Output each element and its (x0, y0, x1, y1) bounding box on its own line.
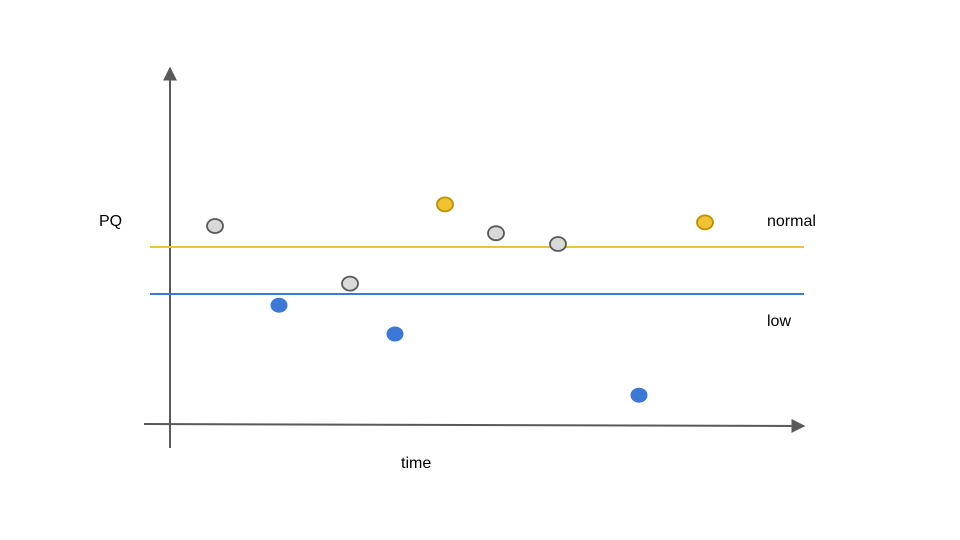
x-axis-label: time (401, 455, 431, 472)
normal-threshold-label: normal (767, 213, 816, 230)
gray-data-point (549, 236, 567, 252)
yellow-data-point (696, 214, 714, 231)
x-axis (143, 418, 806, 433)
blue-data-point (630, 387, 648, 403)
gray-data-point (341, 275, 359, 292)
data-points (206, 196, 714, 403)
gray-data-point (487, 225, 505, 242)
yellow-data-point (436, 196, 454, 213)
blue-data-point (386, 326, 404, 342)
low-threshold-label: low (767, 313, 791, 330)
blue-data-point (270, 297, 288, 313)
gray-data-point (206, 218, 224, 234)
y-axis-label: PQ (99, 213, 122, 230)
